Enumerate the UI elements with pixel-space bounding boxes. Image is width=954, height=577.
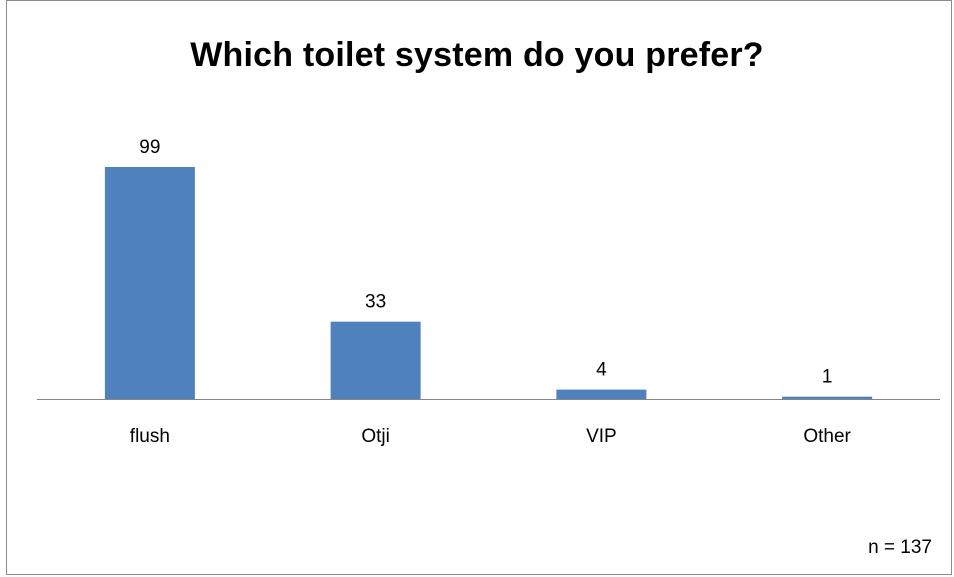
value-label-vip: 4 [596,360,607,381]
category-label-vip: VIP [586,426,617,447]
bar-flush [104,167,195,399]
category-label-other: Other [803,426,851,447]
bar-vip [556,389,647,399]
labels-layer: 99 flush 33 Otji 4 VIP 1 Other [130,137,852,447]
value-label-flush: 99 [139,137,160,158]
sample-size-note: n = 137 [868,537,932,558]
bars-layer [104,167,873,399]
value-label-otji: 33 [365,292,386,313]
value-label-other: 1 [822,367,833,388]
bar-other [782,396,873,399]
bar-otji [330,321,421,399]
chart-title: Which toilet system do you prefer? [190,36,764,74]
category-label-flush: flush [130,426,170,447]
category-label-otji: Otji [361,426,390,447]
